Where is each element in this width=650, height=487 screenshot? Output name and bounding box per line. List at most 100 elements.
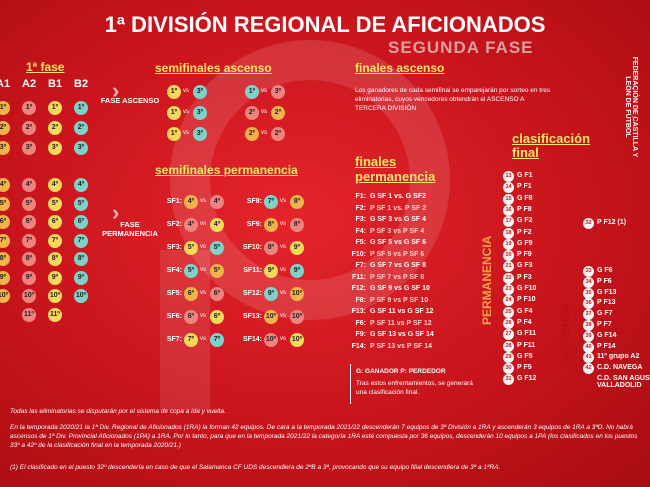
position-ball: 1º — [167, 85, 181, 99]
column-header: A1 — [0, 78, 11, 90]
position-ball: 3º — [22, 141, 36, 155]
position-ball: 6º — [74, 215, 88, 229]
vs: vs — [200, 313, 206, 319]
position-ball: 10º — [264, 310, 278, 324]
vs: vs — [200, 267, 206, 273]
team: G F5 — [517, 352, 533, 360]
team: P F10 — [517, 296, 536, 304]
description: Los ganadores de cada semifinal se empar… — [355, 87, 551, 112]
match-label: SF11: — [243, 267, 262, 274]
position-ball: 3º — [0, 141, 10, 155]
position-ball: 2º — [74, 121, 88, 135]
position-ball: 8º — [74, 252, 88, 266]
arrow: › — [112, 78, 120, 103]
position-ball: 4º — [48, 178, 62, 192]
team: G F13 — [597, 288, 617, 296]
title: 1ª DIVISIÓN REGIONAL DE AFICIONADOS — [104, 12, 546, 37]
position-ball: 8º — [264, 241, 278, 255]
position-ball: 3º — [74, 141, 88, 155]
position-ball: 7º — [184, 333, 198, 347]
vs: vs — [200, 221, 206, 227]
vs: vs — [280, 267, 286, 273]
position-number: 34 — [583, 276, 594, 288]
position-ball: 10º — [264, 333, 278, 347]
position-ball: 7º — [0, 233, 10, 248]
final-label: F11: — [351, 273, 366, 281]
team: G F3 — [517, 262, 533, 270]
position-ball: 10º — [290, 333, 304, 347]
position-ball: 5º — [184, 241, 198, 255]
position-ball: 1º — [167, 127, 181, 141]
position-number: 40 — [583, 341, 594, 353]
match-label: SF13: — [242, 313, 262, 320]
final-label: F13: — [351, 308, 366, 315]
position-ball: 2º — [48, 121, 62, 135]
final-match: G SF 13 vs G SF 14 — [370, 331, 434, 338]
position-ball: 4º — [210, 218, 224, 232]
position-ball: 5º — [22, 196, 36, 211]
position-ball: 3º — [193, 106, 207, 120]
position-ball: 3º — [48, 141, 62, 155]
position-number: 29 — [503, 351, 514, 363]
team: P F3 — [517, 273, 532, 281]
position-ball: 2º — [22, 121, 36, 135]
position-ball: 4º — [0, 178, 10, 192]
final-match: P SF 5 vs P SF 6 — [370, 250, 425, 258]
position-ball: 6º — [184, 287, 198, 301]
vs: vs — [200, 336, 206, 342]
arrow: › — [112, 200, 120, 225]
position-ball: 9º — [264, 287, 278, 301]
position-number: 14 — [503, 182, 514, 194]
position-ball: 2º — [271, 106, 285, 120]
position-ball: 8º — [290, 218, 304, 232]
position-ball: 7º — [48, 233, 62, 248]
position-number: 21 — [503, 261, 514, 273]
position-number: 31 — [503, 374, 514, 386]
team: P F14 — [597, 342, 616, 350]
final-label: F9: — [355, 331, 367, 338]
final-label: F10: — [351, 250, 366, 258]
vs: vs — [280, 313, 286, 319]
position-number: 16 — [503, 204, 514, 216]
team: P F4 — [517, 318, 532, 326]
position-ball: 4º — [184, 195, 198, 209]
match-label: SF14: — [242, 336, 262, 343]
position-ball: 10º — [48, 289, 62, 303]
match-label: SF6: — [166, 313, 182, 320]
match-label: SF12: — [242, 290, 262, 297]
final-match: P SF 13 vs P SF 14 — [370, 342, 433, 350]
position-ball: 1º — [22, 101, 36, 115]
position-ball: 9º — [290, 241, 304, 255]
final-label: F12: — [351, 285, 366, 292]
position-ball: 7º — [210, 333, 224, 347]
vs: vs — [183, 109, 189, 115]
match-label: SF2: — [166, 221, 182, 228]
team: G F2 — [517, 217, 533, 225]
position-ball: 9º — [22, 270, 36, 285]
position-ball: 10º — [74, 289, 88, 303]
final-label: F2: — [355, 204, 367, 212]
team: 11º grupo A2 — [597, 353, 640, 361]
phase-label: FASE ASCENSO — [100, 96, 160, 105]
match-label: SF4: — [166, 267, 182, 274]
position-ball: 9º — [74, 270, 88, 285]
position-number: 26 — [503, 317, 514, 329]
position-ball: 11º — [48, 307, 62, 322]
team: P F7 — [597, 321, 612, 328]
final-label: F4: — [355, 227, 367, 235]
team: G F4 — [517, 307, 533, 315]
final-label: F5: — [355, 239, 367, 246]
position-ball: 9º — [48, 270, 62, 285]
vs: vs — [200, 244, 206, 250]
vs: vs — [261, 130, 267, 136]
position-ball: 1º — [245, 85, 259, 99]
team: P F9 — [517, 251, 532, 259]
heading: semifinales ascenso — [155, 61, 272, 75]
vs: vs — [280, 336, 286, 342]
heading: finales permanencia — [355, 154, 436, 184]
position-ball: 5º — [0, 196, 10, 211]
position-ball: 3º — [271, 85, 285, 99]
phase-heading: 1ª fase — [26, 60, 65, 74]
match-label: SF8: — [246, 198, 262, 205]
